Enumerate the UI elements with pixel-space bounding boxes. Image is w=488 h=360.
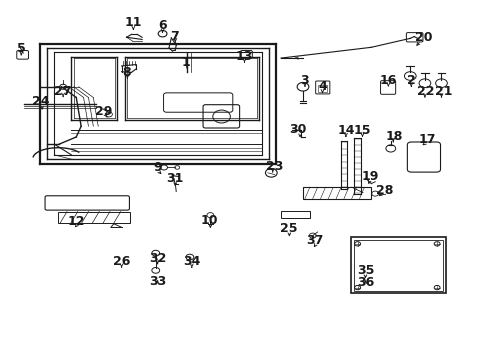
Text: 2: 2 <box>406 74 415 87</box>
Text: 13: 13 <box>235 50 253 63</box>
Text: 5: 5 <box>17 41 25 54</box>
Text: 12: 12 <box>67 215 85 228</box>
Text: 15: 15 <box>353 124 370 137</box>
Text: 8: 8 <box>122 66 131 79</box>
Text: 7: 7 <box>169 30 178 43</box>
Text: 9: 9 <box>153 161 162 174</box>
Text: 35: 35 <box>356 264 373 277</box>
Text: 1: 1 <box>181 56 190 69</box>
Text: 31: 31 <box>166 172 183 185</box>
Text: 3: 3 <box>300 74 308 87</box>
Text: 26: 26 <box>113 255 130 268</box>
Text: 16: 16 <box>379 74 396 87</box>
Text: 28: 28 <box>375 184 393 197</box>
Text: 29: 29 <box>95 105 113 118</box>
Text: 34: 34 <box>183 255 200 268</box>
Text: 23: 23 <box>265 160 283 173</box>
Text: 22: 22 <box>416 85 434 98</box>
Text: 25: 25 <box>279 222 297 235</box>
Text: 33: 33 <box>149 275 166 288</box>
Text: 11: 11 <box>124 16 142 29</box>
Text: 37: 37 <box>306 234 323 247</box>
Text: 30: 30 <box>289 123 306 136</box>
Text: 17: 17 <box>418 133 435 146</box>
Text: 20: 20 <box>414 31 432 44</box>
Text: 27: 27 <box>54 85 72 98</box>
Text: 18: 18 <box>385 130 403 143</box>
Text: 21: 21 <box>434 85 451 98</box>
Text: 24: 24 <box>32 95 49 108</box>
Text: 10: 10 <box>200 214 218 227</box>
Text: 32: 32 <box>149 252 166 265</box>
Text: 36: 36 <box>356 276 373 289</box>
Text: 14: 14 <box>337 124 354 137</box>
Text: 19: 19 <box>361 170 378 183</box>
Text: 4: 4 <box>318 80 326 93</box>
Text: 6: 6 <box>158 19 166 32</box>
